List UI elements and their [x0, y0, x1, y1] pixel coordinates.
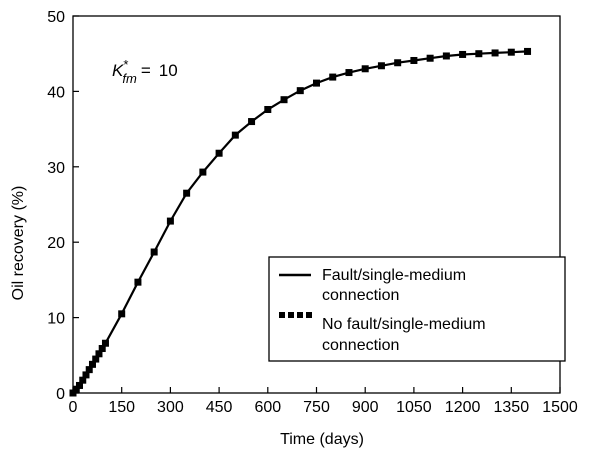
- series-point-no-fault: [442, 52, 450, 60]
- series-point-no-fault: [183, 189, 191, 197]
- x-tick-label: 300: [157, 399, 184, 416]
- legend-marker-square: [297, 312, 303, 318]
- series-point-no-fault: [345, 69, 353, 77]
- series-point-no-fault: [459, 50, 467, 58]
- series-point-no-fault: [507, 48, 515, 56]
- series-point-no-fault: [92, 355, 100, 363]
- x-axis-label: Time (days): [280, 431, 364, 448]
- legend-entry-nofault-line1: No fault/single-medium: [322, 316, 486, 333]
- y-tick-label: 20: [47, 235, 65, 252]
- x-tick-label: 900: [352, 399, 379, 416]
- x-tick-label: 1200: [445, 399, 481, 416]
- series-point-no-fault: [475, 50, 483, 58]
- series-point-no-fault: [166, 217, 174, 225]
- series-point-no-fault: [150, 248, 158, 256]
- x-tick-label: 1050: [396, 399, 432, 416]
- x-tick-label: 1350: [494, 399, 530, 416]
- series-point-no-fault: [88, 360, 96, 368]
- legend-entry-nofault-line2: connection: [322, 337, 399, 354]
- series-point-no-fault: [95, 350, 103, 358]
- annotation-superscript: *: [123, 57, 128, 72]
- annotation-subscript: fm: [122, 71, 137, 86]
- legend: Fault/single-medium connection No fault/…: [268, 256, 566, 362]
- y-tick-label: 0: [56, 386, 65, 403]
- series-point-no-fault: [118, 310, 126, 318]
- series-point-no-fault: [410, 56, 418, 64]
- series-point-no-fault: [79, 376, 87, 384]
- series-point-no-fault: [329, 73, 337, 81]
- series-point-no-fault: [491, 49, 499, 57]
- x-axis-ticks: 0 150 300 450 600 750 900 1050 1200 1350 1500: [69, 387, 578, 416]
- y-tick-label: 30: [47, 160, 65, 177]
- series-point-no-fault: [280, 96, 288, 104]
- annotation-equals: =: [141, 61, 151, 80]
- y-axis-ticks: 0 10 20 30 40 50: [47, 9, 79, 403]
- legend-marker-square: [279, 312, 285, 318]
- series-point-no-fault: [264, 105, 272, 113]
- series-point-no-fault: [199, 168, 207, 176]
- series-point-no-fault: [426, 54, 434, 62]
- series-point-no-fault: [98, 345, 106, 353]
- permeability-ratio-annotation: K* fm = 10: [112, 57, 178, 86]
- series-point-no-fault: [72, 385, 80, 393]
- series-point-no-fault: [134, 278, 142, 286]
- legend-entry-fault-line2: connection: [322, 287, 399, 304]
- series-point-no-fault: [101, 339, 109, 347]
- series-point-no-fault: [231, 131, 239, 139]
- legend-box: [268, 256, 566, 362]
- series-point-no-fault: [313, 79, 320, 87]
- annotation-value: 10: [159, 61, 178, 80]
- series-point-no-fault: [82, 371, 90, 379]
- series-point-no-fault: [361, 65, 369, 73]
- legend-marker-square: [288, 312, 294, 318]
- x-tick-label: 150: [108, 399, 135, 416]
- y-tick-label: 40: [47, 84, 65, 101]
- x-tick-label: 0: [69, 399, 78, 416]
- x-tick-label: 600: [254, 399, 281, 416]
- series-point-no-fault: [377, 62, 385, 70]
- y-axis-label: Oil recovery (%): [10, 186, 27, 301]
- series-point-no-fault: [394, 59, 402, 67]
- annotation-symbol: K: [112, 61, 124, 80]
- series-point-no-fault: [215, 149, 223, 157]
- series-point-no-fault: [296, 87, 304, 95]
- y-tick-label: 10: [47, 311, 65, 328]
- x-tick-label: 750: [303, 399, 330, 416]
- x-tick-label: 1500: [542, 399, 578, 416]
- y-tick-label: 50: [47, 9, 65, 26]
- x-tick-label: 450: [206, 399, 233, 416]
- series-point-no-fault: [524, 47, 532, 55]
- series-point-no-fault: [75, 381, 83, 389]
- series-point-no-fault: [85, 366, 93, 374]
- legend-entry-fault-line1: Fault/single-medium: [322, 267, 466, 284]
- legend-marker-square: [306, 312, 312, 318]
- legend-swatch-markers: [279, 312, 312, 318]
- series-point-no-fault: [248, 118, 256, 126]
